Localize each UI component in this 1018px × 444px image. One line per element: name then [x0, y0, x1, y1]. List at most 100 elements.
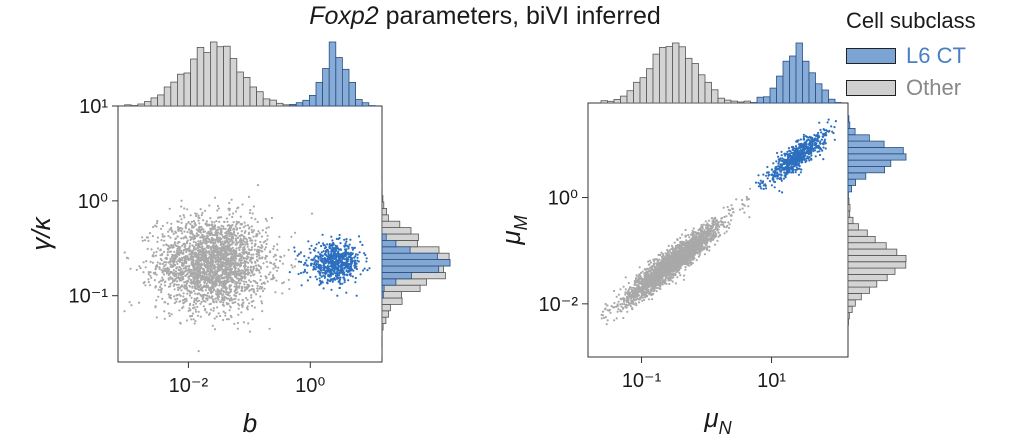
data-point [336, 294, 339, 297]
data-point [209, 288, 213, 291]
histogram-bar [381, 207, 387, 216]
data-point [163, 317, 166, 320]
data-point [219, 314, 222, 318]
data-point [214, 196, 217, 199]
data-point [212, 249, 215, 252]
data-point [230, 233, 233, 236]
data-point [727, 226, 731, 230]
data-point [221, 233, 224, 236]
data-point [152, 254, 155, 257]
data-point [178, 286, 181, 289]
data-point [195, 287, 198, 290]
data-point [220, 264, 223, 268]
data-point [220, 224, 223, 227]
data-point [658, 253, 661, 257]
data-point [228, 235, 231, 238]
data-point [222, 227, 225, 230]
data-point [209, 217, 212, 220]
data-point [307, 256, 310, 259]
data-point [203, 209, 207, 212]
data-point [187, 258, 190, 261]
data-point [330, 257, 333, 260]
data-point [322, 266, 325, 269]
data-point [238, 227, 242, 230]
data-point [266, 265, 269, 268]
data-point [251, 284, 254, 287]
data-point [163, 310, 166, 313]
data-point [191, 224, 194, 227]
data-point [192, 289, 196, 293]
data-point [242, 237, 245, 240]
data-point [269, 261, 273, 265]
plot-frame-1 [117, 105, 383, 363]
histogram-bar [381, 297, 403, 305]
data-point [216, 249, 219, 252]
data-point [628, 303, 631, 306]
data-point [163, 239, 166, 242]
data-point [721, 221, 724, 224]
data-point [213, 268, 216, 271]
data-point [315, 243, 318, 246]
data-point [232, 227, 235, 230]
data-point [345, 244, 348, 247]
data-point [174, 270, 177, 273]
data-point [204, 257, 207, 260]
data-point [198, 280, 201, 283]
data-point [237, 298, 240, 301]
data-point [197, 214, 200, 217]
data-point [151, 261, 154, 264]
data-point [245, 280, 248, 283]
data-point [250, 228, 253, 231]
data-point [242, 301, 245, 304]
data-point [153, 279, 156, 282]
legend-swatch-l6ct [846, 48, 896, 64]
data-point [236, 232, 240, 235]
data-point [225, 245, 228, 248]
data-point [282, 281, 285, 284]
data-point [220, 287, 223, 291]
data-point [317, 257, 320, 260]
data-point [246, 253, 250, 256]
histogram-bar [190, 58, 198, 107]
data-point [155, 316, 158, 319]
data-point [368, 267, 371, 270]
data-point [233, 263, 236, 266]
data-point [255, 293, 258, 296]
data-point [624, 293, 627, 296]
data-point [174, 253, 177, 256]
data-point [218, 277, 221, 280]
data-point [123, 310, 126, 313]
data-point [221, 240, 224, 243]
data-point [657, 287, 660, 290]
data-point [359, 240, 362, 243]
data-point [341, 257, 344, 261]
data-point [251, 318, 254, 321]
data-point [192, 240, 195, 243]
data-point [180, 221, 183, 224]
data-point [339, 276, 342, 279]
marginal-top-l6-ct [289, 41, 376, 107]
data-point [176, 272, 180, 275]
data-point [236, 263, 239, 266]
data-point [330, 248, 333, 251]
data-point [323, 259, 327, 262]
data-point [146, 236, 150, 239]
data-point [190, 253, 193, 256]
data-point [216, 296, 219, 299]
data-point [259, 285, 262, 288]
data-point [223, 240, 227, 243]
data-point [225, 217, 228, 220]
data-point [194, 320, 197, 323]
data-point [208, 234, 211, 237]
data-point [228, 262, 231, 265]
data-point [331, 273, 334, 276]
data-point [194, 310, 198, 313]
data-point [239, 262, 242, 266]
data-point [203, 280, 206, 284]
data-point [232, 252, 235, 255]
data-point [334, 256, 337, 259]
data-point [271, 278, 274, 281]
data-point [276, 248, 279, 251]
data-point [191, 233, 194, 236]
